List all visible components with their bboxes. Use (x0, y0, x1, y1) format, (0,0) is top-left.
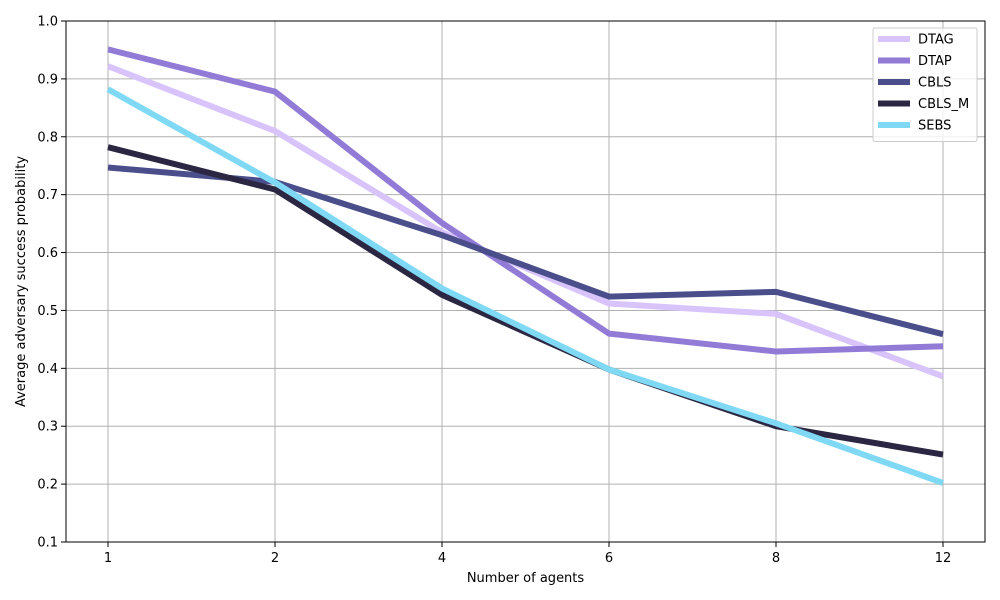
y-tick-label: 0.4 (37, 362, 58, 377)
y-tick-label: 0.8 (37, 130, 58, 145)
series-line-dtap (107, 46, 944, 355)
y-tick-label: 0.7 (37, 188, 58, 203)
series-line-cbls (107, 164, 944, 338)
y-axis-label: Average adversary success probability (14, 156, 29, 407)
y-tick-label: 0.5 (37, 304, 58, 319)
plot-frame (65, 20, 986, 543)
series-lines (106, 46, 945, 486)
legend: DTAG DTAP CBLS CBLS_M SEBS (872, 27, 978, 142)
y-axis-ticks: 0.1 0.2 0.3 0.4 0.5 0.6 0.7 0.8 0.9 1.0 (37, 15, 66, 551)
legend-label-sebs: SEBS (918, 119, 951, 134)
x-tick-label: 4 (438, 551, 446, 566)
x-axis-label: Number of agents (467, 571, 585, 586)
y-tick-label: 0.6 (37, 246, 58, 261)
x-tick-label: 1 (104, 551, 112, 566)
y-tick-label: 0.3 (37, 420, 58, 435)
series-line-sebs (106, 86, 945, 486)
x-axis-ticks: 1 2 4 6 8 12 (104, 542, 951, 566)
x-tick-label: 2 (271, 551, 279, 566)
legend-label-cbls: CBLS (918, 76, 952, 91)
y-tick-label: 0.1 (37, 536, 58, 551)
legend-box (872, 27, 978, 142)
legend-label-dtap: DTAP (918, 54, 952, 69)
y-tick-label: 1.0 (37, 15, 58, 30)
legend-label-cbls-m: CBLS_M (918, 97, 969, 112)
legend-label-dtag: DTAG (918, 33, 954, 48)
x-tick-label: 6 (605, 551, 613, 566)
x-tick-label: 8 (772, 551, 780, 566)
x-tick-label: 12 (935, 551, 952, 566)
y-tick-label: 0.2 (37, 478, 58, 493)
y-tick-label: 0.9 (37, 72, 58, 87)
